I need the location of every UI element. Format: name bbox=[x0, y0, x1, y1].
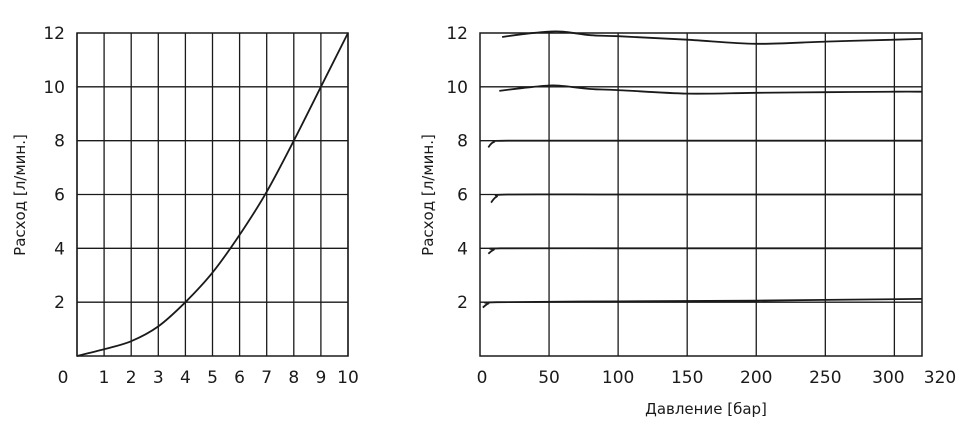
right-x-axis-label: Давление [бар] bbox=[645, 400, 767, 418]
x-tick-label: 0 bbox=[477, 368, 488, 388]
y-tick-label: 4 bbox=[457, 239, 468, 259]
y-tick-label: 2 bbox=[54, 293, 65, 313]
y-tick-label: 4 bbox=[54, 239, 65, 259]
x-tick-label: 7 bbox=[261, 368, 272, 388]
right-curves bbox=[482, 30, 923, 309]
right-chart: 0 50 100 150 200 250 300 320 2 4 6 8 10 12 Расход [л… bbox=[419, 24, 956, 418]
series-line bbox=[487, 139, 922, 149]
left-grid bbox=[76, 32, 349, 357]
y-tick-label: 10 bbox=[43, 78, 65, 98]
series-line bbox=[490, 193, 922, 204]
right-x-tick-labels: 0 50 100 150 200 250 300 320 bbox=[477, 368, 957, 388]
x-tick-label: 6 bbox=[234, 368, 245, 388]
x-tick-label: 320 bbox=[924, 368, 956, 388]
x-tick-label: 250 bbox=[809, 368, 841, 388]
y-tick-label: 8 bbox=[457, 132, 468, 152]
left-y-axis-label: Расход [л/мин.] bbox=[11, 134, 29, 256]
x-tick-label: 3 bbox=[153, 368, 164, 388]
x-tick-label: 10 bbox=[337, 368, 359, 388]
y-tick-label: 10 bbox=[446, 78, 468, 98]
y-tick-label: 12 bbox=[446, 24, 468, 44]
x-tick-label: 1 bbox=[99, 368, 110, 388]
series-line bbox=[487, 247, 922, 255]
x-tick-label: 4 bbox=[180, 368, 191, 388]
left-x-tick-labels: 0 1 2 3 4 5 6 7 8 9 10 bbox=[58, 368, 359, 388]
left-curves bbox=[76, 32, 349, 357]
x-tick-label: 8 bbox=[288, 368, 299, 388]
right-y-tick-labels: 2 4 6 8 10 12 bbox=[446, 24, 468, 313]
y-tick-label: 6 bbox=[457, 186, 468, 206]
x-tick-label: 200 bbox=[740, 368, 772, 388]
x-tick-label: 5 bbox=[207, 368, 218, 388]
series-line bbox=[499, 84, 923, 95]
y-tick-label: 8 bbox=[54, 132, 65, 152]
right-y-axis-label: Расход [л/мин.] bbox=[419, 134, 437, 256]
series-line bbox=[76, 32, 349, 357]
x-tick-label: 0 bbox=[58, 368, 69, 388]
x-tick-label: 50 bbox=[538, 368, 560, 388]
x-tick-label: 100 bbox=[602, 368, 634, 388]
y-tick-label: 6 bbox=[54, 186, 65, 206]
y-tick-label: 2 bbox=[457, 293, 468, 313]
x-tick-label: 9 bbox=[315, 368, 326, 388]
x-tick-label: 150 bbox=[671, 368, 703, 388]
x-tick-label: 300 bbox=[872, 368, 904, 388]
series-line bbox=[501, 30, 923, 45]
y-tick-label: 12 bbox=[43, 24, 65, 44]
series-line bbox=[482, 298, 923, 309]
left-y-tick-labels: 2 4 6 8 10 12 bbox=[43, 24, 65, 313]
x-tick-label: 2 bbox=[126, 368, 137, 388]
